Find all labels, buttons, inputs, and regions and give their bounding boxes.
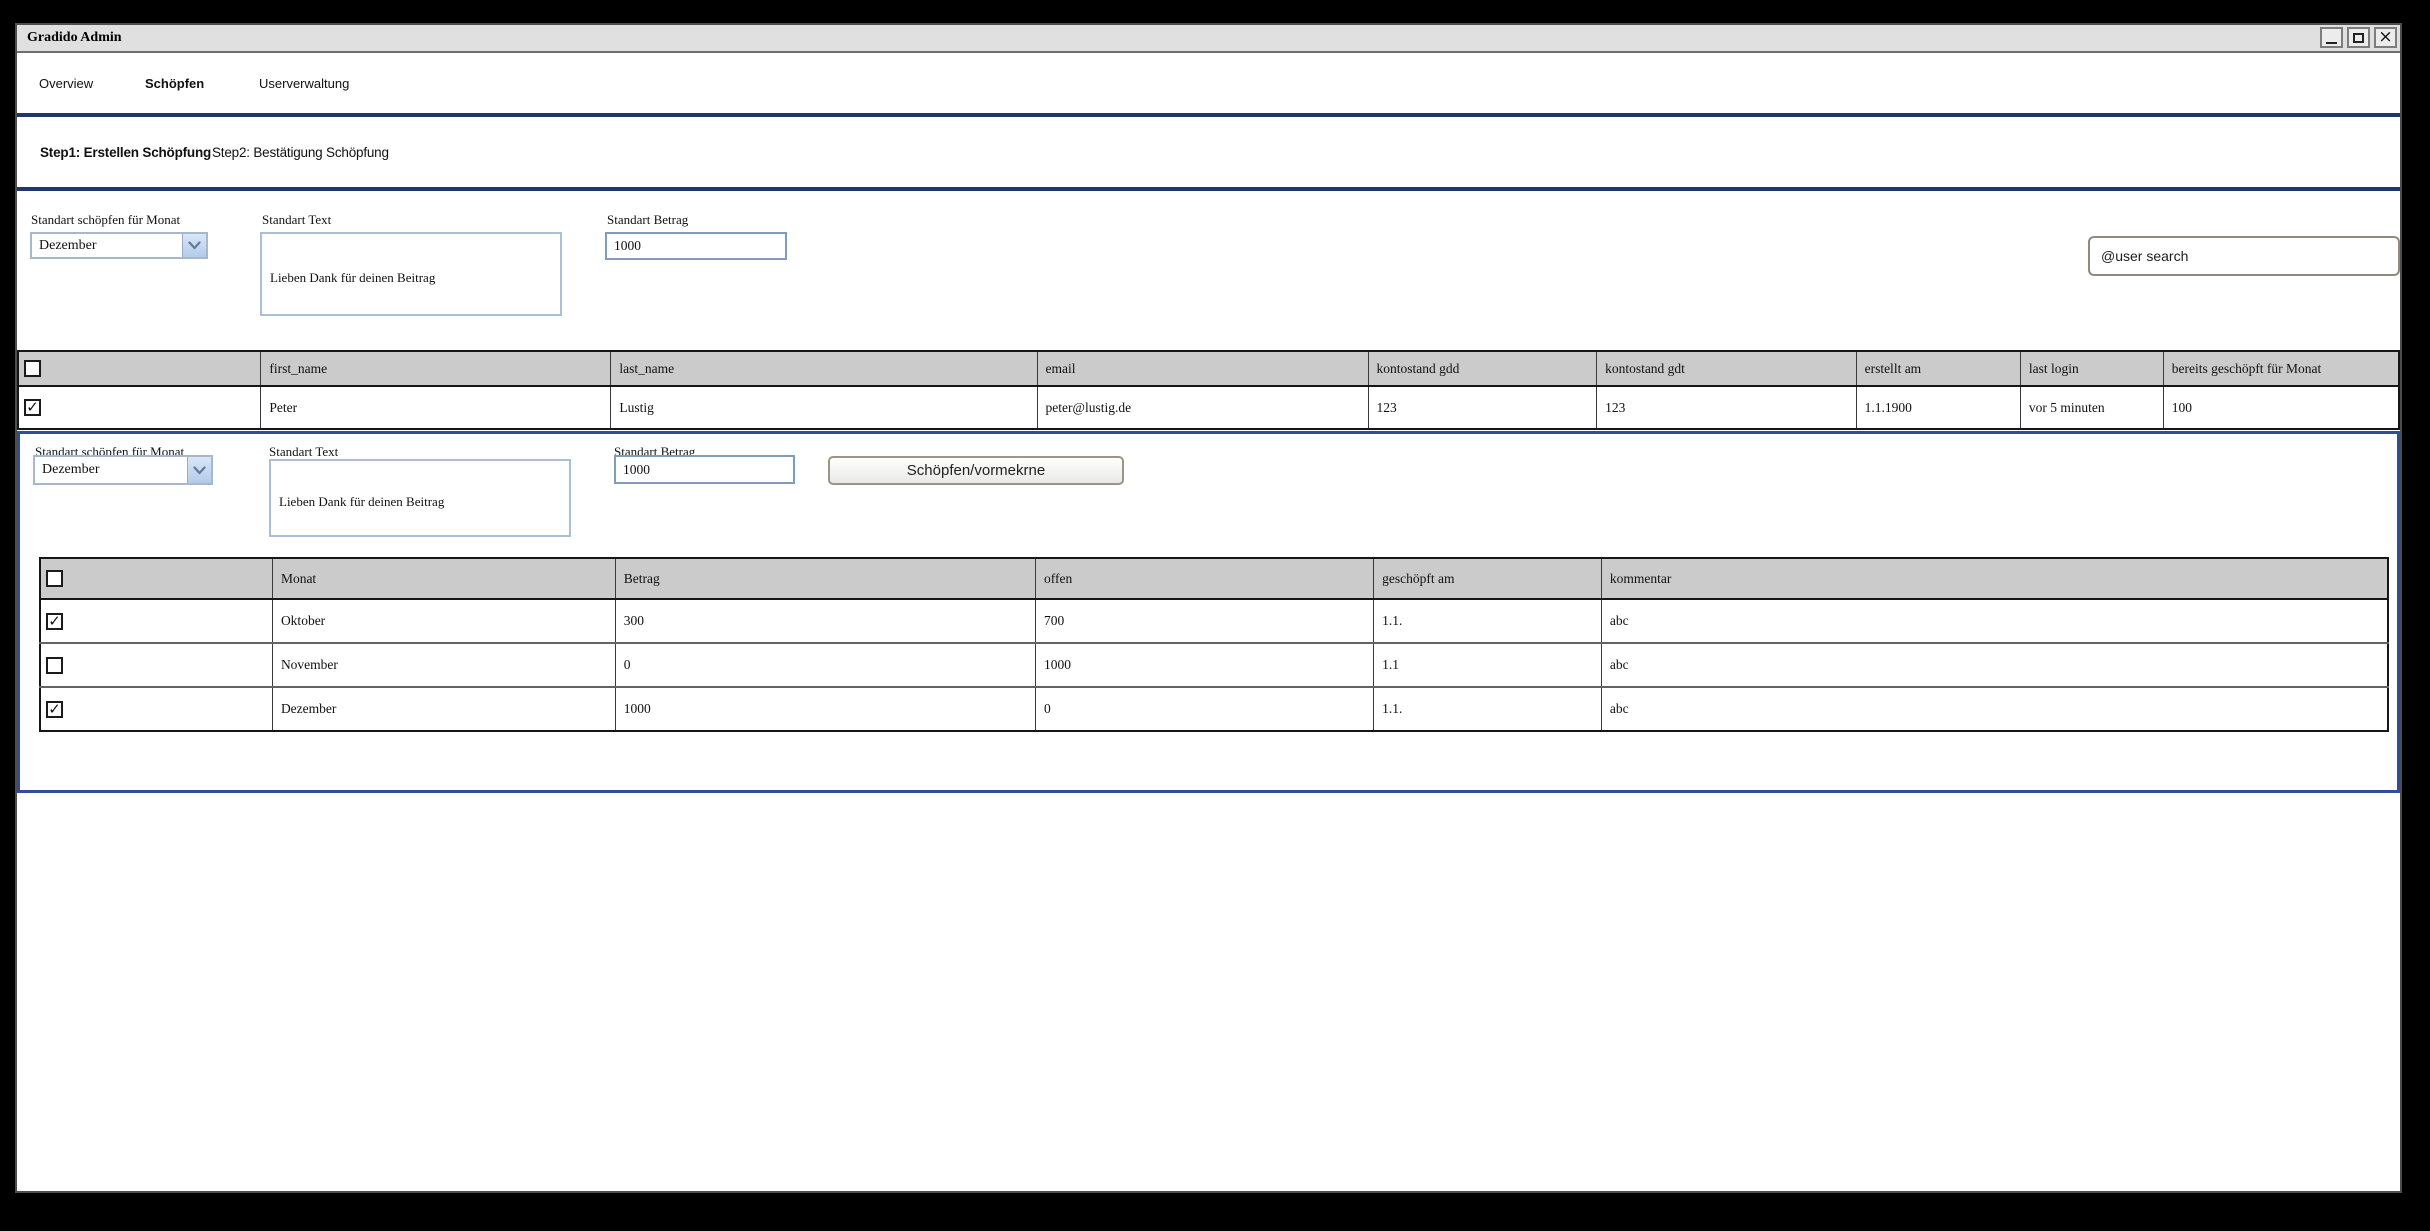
minimize-icon — [2326, 42, 2337, 44]
months-table: Monat Betrag offen geschöpft am kommenta… — [39, 557, 2389, 732]
detail-monat-select[interactable]: Dezember — [33, 455, 213, 485]
cell-geschoepft-am: 1.1 — [1373, 642, 1602, 688]
column-header: last_name — [610, 350, 1038, 387]
column-header: bereits geschöpft für Monat — [2162, 350, 2400, 387]
tab-schoepfen[interactable]: Schöpfen — [145, 75, 205, 91]
app-window: Gradido Admin × Overview Schöpfen Userve… — [15, 23, 2402, 1193]
cell-monat: Dezember — [271, 686, 616, 732]
schoepfen-vormerken-button[interactable]: Schöpfen/vormekrne — [828, 456, 1124, 485]
cell-kommentar: abc — [1600, 642, 2389, 688]
standart-text-label: Standart Text — [269, 444, 339, 459]
standart-monat-value: Dezember — [39, 238, 97, 253]
row-checkbox[interactable]: ✓ — [46, 612, 63, 630]
column-header: kontostand gdt — [1596, 350, 1857, 387]
row-checkbox[interactable] — [46, 656, 63, 674]
step-nav: Step1: Erstellen Schöpfung Step2: Bestät… — [17, 117, 2400, 187]
step2-tab[interactable]: Step2: Bestätigung Schöpfung — [212, 144, 389, 160]
cell-kontostand-gdt: 123 — [1596, 385, 1857, 430]
column-header: first_name — [260, 350, 612, 387]
step1-tab[interactable]: Step1: Erstellen Schöpfung — [40, 144, 212, 160]
column-header: email — [1036, 350, 1369, 387]
column-header: kontostand gdd — [1367, 350, 1598, 387]
cell-first-name: Peter — [260, 385, 612, 430]
column-header: Monat — [271, 557, 616, 600]
months-table-header-row: Monat Betrag offen geschöpft am kommenta… — [39, 557, 2389, 600]
window-controls: × — [2320, 27, 2397, 48]
cell-monat: November — [271, 642, 616, 688]
table-row[interactable]: ✓ Peter Lustig peter@lustig.de 123 123 1… — [17, 385, 2400, 430]
row-checkbox[interactable]: ✓ — [24, 399, 41, 417]
select-all-checkbox[interactable] — [46, 570, 63, 588]
user-search-input[interactable] — [2088, 236, 2400, 276]
cell-kommentar: abc — [1600, 686, 2389, 732]
table-row: November 0 1000 1.1 abc — [39, 642, 2389, 688]
cell-offen: 0 — [1035, 686, 1375, 732]
divider — [17, 187, 2400, 191]
title-bar[interactable]: Gradido Admin × — [17, 25, 2400, 53]
detail-betrag-input[interactable] — [614, 455, 795, 484]
standart-text-textarea[interactable]: Lieben Dank für deinen Beitrag — [260, 232, 562, 316]
users-table: first_name last_name email kontostand gd… — [17, 350, 2400, 430]
main-nav: Overview Schöpfen Userverwaltung — [17, 53, 2400, 113]
column-header: offen — [1035, 557, 1375, 600]
cell-bereits-geschoepft: 100 — [2162, 385, 2400, 430]
cell-last-login: vor 5 minuten — [2019, 385, 2164, 430]
cell-kontostand-gdd: 123 — [1367, 385, 1598, 430]
cell-geschoepft-am: 1.1. — [1373, 686, 1602, 732]
divider — [17, 113, 2400, 117]
standart-betrag-label: Standart Betrag — [607, 212, 689, 227]
cell-monat: Oktober — [271, 598, 616, 644]
tab-overview[interactable]: Overview — [39, 75, 94, 91]
select-all-checkbox[interactable] — [24, 360, 41, 378]
maximize-button[interactable] — [2347, 27, 2370, 48]
cell-geschoepft-am: 1.1. — [1373, 598, 1602, 644]
standart-text-label: Standart Text — [262, 212, 332, 227]
column-header: last login — [2019, 350, 2164, 387]
close-button[interactable]: × — [2374, 27, 2397, 48]
cell-offen: 700 — [1035, 598, 1375, 644]
column-header: geschöpft am — [1373, 557, 1602, 600]
cell-betrag: 1000 — [614, 686, 1037, 732]
user-detail-panel: Standart schöpfen für Monat Dezember Sta… — [17, 431, 2400, 793]
table-row: ✓ Dezember 1000 0 1.1. abc — [39, 686, 2389, 732]
chevron-down-icon[interactable] — [187, 457, 211, 483]
cell-offen: 1000 — [1035, 642, 1375, 688]
close-icon: × — [2378, 27, 2393, 47]
minimize-button[interactable] — [2320, 27, 2343, 48]
cell-betrag: 0 — [614, 642, 1037, 688]
maximize-icon — [2353, 32, 2364, 43]
tab-userverwaltung[interactable]: Userverwaltung — [259, 75, 350, 91]
standart-monat-select[interactable]: Dezember — [30, 232, 208, 259]
cell-last-name: Lustig — [610, 385, 1038, 430]
column-header: Betrag — [614, 557, 1037, 600]
users-table-header-row: first_name last_name email kontostand gd… — [17, 350, 2400, 387]
detail-text-textarea[interactable]: Lieben Dank für deinen Beitrag — [269, 459, 571, 537]
cell-betrag: 300 — [614, 598, 1037, 644]
column-header: erstellt am — [1855, 350, 2021, 387]
chevron-down-icon[interactable] — [182, 234, 206, 257]
window-title: Gradido Admin — [27, 30, 122, 45]
standart-monat-label: Standart schöpfen für Monat — [31, 212, 181, 227]
detail-monat-value: Dezember — [42, 462, 100, 477]
column-header: kommentar — [1600, 557, 2389, 600]
cell-email: peter@lustig.de — [1036, 385, 1369, 430]
cell-kommentar: abc — [1600, 598, 2389, 644]
table-row: ✓ Oktober 300 700 1.1. abc — [39, 598, 2389, 644]
cell-erstellt-am: 1.1.1900 — [1855, 385, 2021, 430]
row-checkbox[interactable]: ✓ — [46, 700, 63, 718]
standart-betrag-input[interactable] — [605, 232, 787, 260]
